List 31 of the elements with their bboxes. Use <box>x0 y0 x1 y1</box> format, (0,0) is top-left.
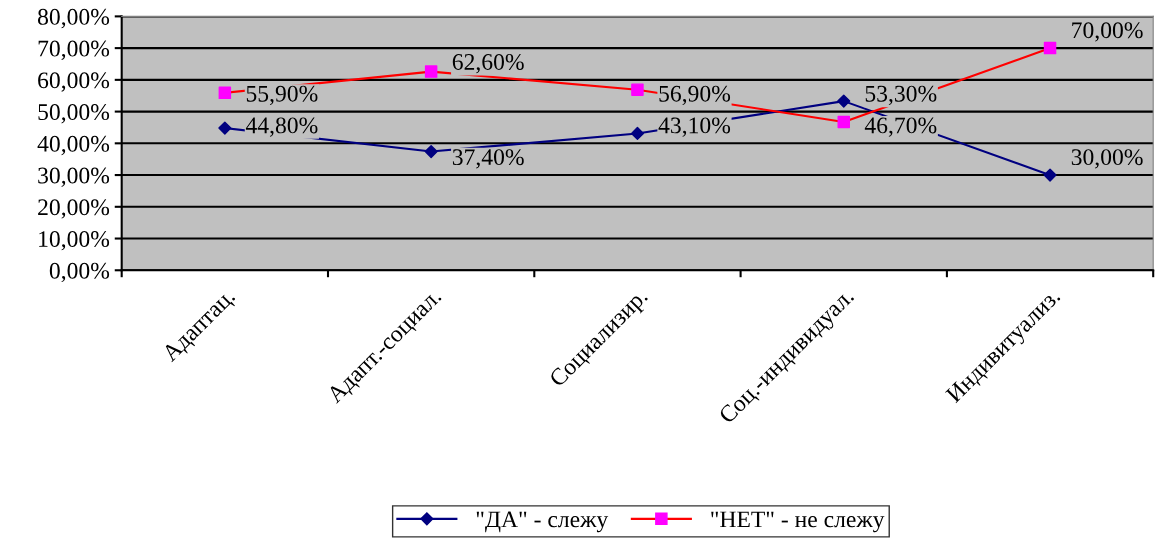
legend-label: "НЕТ" - не слежу <box>711 511 885 533</box>
point <box>837 94 851 108</box>
y-tick-label: 60,00% <box>38 72 110 92</box>
data-label: 56,90% <box>659 85 731 106</box>
y-tick-label: 0,00% <box>49 262 110 283</box>
point <box>837 115 851 129</box>
y-tick-label: 70,00% <box>38 40 110 60</box>
y-tick-label: 10,00% <box>39 231 110 251</box>
y-tick-label: 40,00% <box>37 135 110 156</box>
point <box>1043 41 1057 55</box>
data-label: 46,70% <box>864 117 937 137</box>
data-label: 53,30% <box>865 85 937 106</box>
y-tick-label: 80,00% <box>38 8 110 29</box>
data-label: 43,10% <box>658 117 731 137</box>
data-label: 37,40% <box>452 149 524 169</box>
point <box>424 144 438 159</box>
y-tick-label: 20,00% <box>38 199 110 219</box>
data-label: 30,00% <box>1071 149 1143 169</box>
point <box>1043 168 1057 182</box>
point <box>424 65 438 78</box>
data-label: 55,90% <box>246 85 318 106</box>
y-tick-label: 50,00% <box>38 104 110 124</box>
point <box>218 86 232 100</box>
point <box>630 126 645 141</box>
data-label: 62,60% <box>452 53 524 74</box>
point <box>218 121 232 135</box>
y-tick-label: 30,00% <box>38 167 110 187</box>
legend-label: "ДА" - слежу <box>476 511 609 533</box>
point <box>631 83 644 96</box>
data-label: 70,00% <box>1072 22 1143 42</box>
data-label: 44,80% <box>245 117 318 137</box>
